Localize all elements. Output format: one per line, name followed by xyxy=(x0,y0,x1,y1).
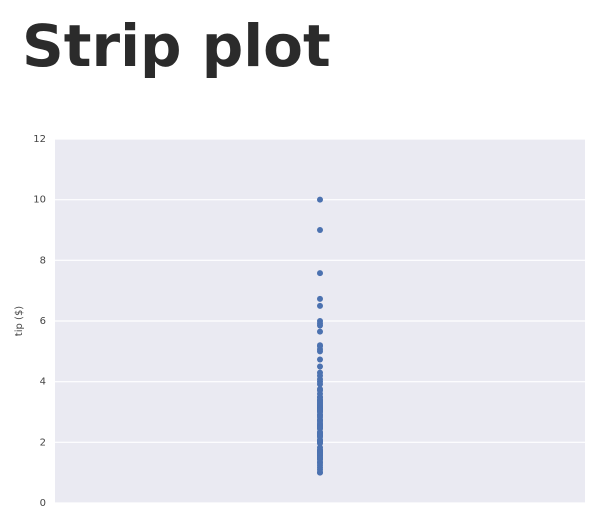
y-axis-label: tip ($) xyxy=(14,306,25,336)
y-tick-label: 12 xyxy=(33,134,46,145)
y-tick-label: 6 xyxy=(40,316,46,327)
point xyxy=(317,348,323,355)
point xyxy=(317,381,323,388)
point xyxy=(317,363,323,370)
point xyxy=(317,469,323,476)
point xyxy=(317,270,323,277)
point xyxy=(317,227,323,233)
point xyxy=(317,440,323,447)
y-tick-label: 2 xyxy=(40,437,46,448)
y-tick-label: 4 xyxy=(40,377,46,388)
point xyxy=(317,302,323,309)
point xyxy=(317,328,323,335)
point xyxy=(317,322,323,329)
y-tick-label: 8 xyxy=(40,255,46,266)
y-tick-label: 10 xyxy=(33,195,46,206)
point xyxy=(317,356,323,363)
y-tick-label: 0 xyxy=(40,498,46,509)
point xyxy=(317,295,323,302)
point xyxy=(317,196,323,203)
chart-title: Strip plot xyxy=(22,12,331,80)
